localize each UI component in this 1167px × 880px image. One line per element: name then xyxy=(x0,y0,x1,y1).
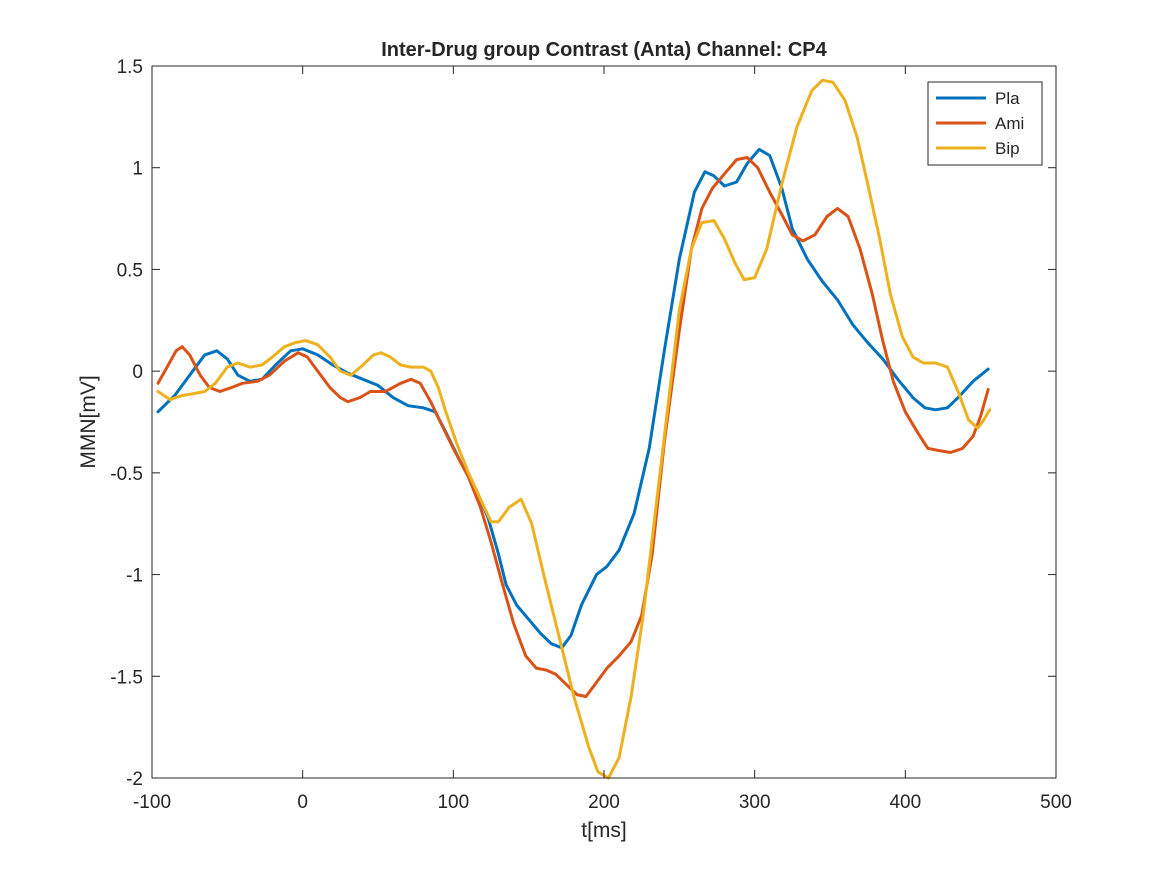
legend-label-pla: Pla xyxy=(995,89,1020,108)
series-layer xyxy=(156,78,992,780)
y-tick-label: 1 xyxy=(132,159,143,180)
series-line-bip xyxy=(156,78,992,780)
y-axis-label: MMN[mV] xyxy=(77,375,100,468)
y-tick-label: 0.5 xyxy=(117,260,143,281)
y-tick-label: -0.5 xyxy=(110,464,143,485)
x-axis-label: t[ms] xyxy=(581,819,627,842)
axes-layer: -100 0 100 200 300 400 500 -2 -1.5 -1 -0.5 0 0.5 1 1.5 xyxy=(110,57,1072,813)
x-tick-label: 500 xyxy=(1040,792,1072,813)
y-tick-label: -1.5 xyxy=(110,667,143,688)
x-tick-label: 0 xyxy=(297,792,308,813)
x-tick-label: -100 xyxy=(133,792,171,813)
x-tick-label: 100 xyxy=(437,792,469,813)
x-tick-label: 200 xyxy=(588,792,620,813)
legend: Pla Ami Bip xyxy=(927,81,1043,166)
series-line-pla xyxy=(156,147,990,650)
y-tick-label: 1.5 xyxy=(117,57,143,78)
y-tick-label: 0 xyxy=(132,362,143,383)
y-tick-label: -2 xyxy=(126,769,143,790)
y-tick-label: -1 xyxy=(126,566,143,587)
legend-label-bip: Bip xyxy=(995,139,1020,158)
chart-title: Inter-Drug group Contrast (Anta) Channel… xyxy=(381,39,827,61)
plot-area xyxy=(152,66,1056,778)
x-tick-label: 400 xyxy=(889,792,921,813)
legend-label-ami: Ami xyxy=(995,114,1024,133)
x-tick-label: 300 xyxy=(739,792,771,813)
